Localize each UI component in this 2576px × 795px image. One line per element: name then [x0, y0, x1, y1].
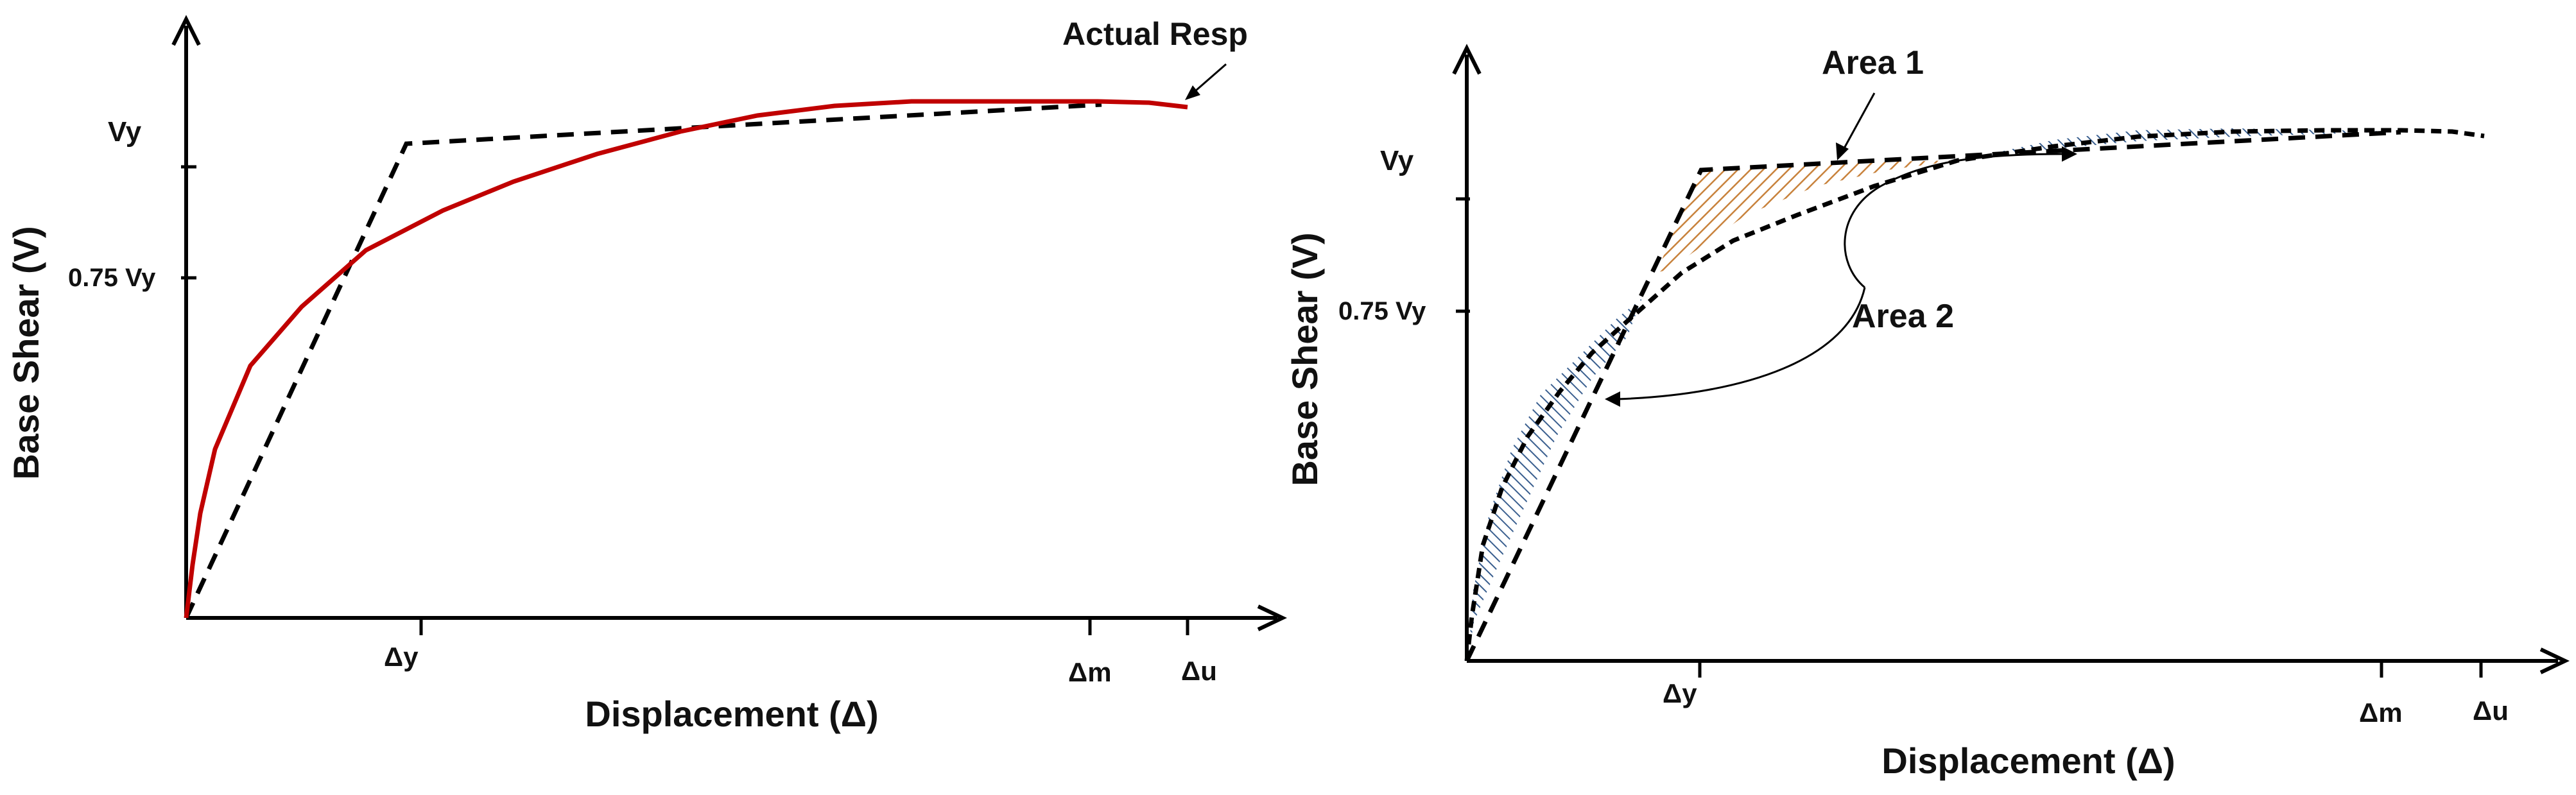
- left-xtick-label-du: Δu: [1181, 656, 1217, 686]
- area2-leader-lower: [1617, 287, 1866, 400]
- left-annotation-leader: [1190, 63, 1227, 96]
- left-annotation-label: Actual Resp: [1062, 16, 1248, 52]
- right-y-axis-title: Base Shear (V): [1284, 232, 1325, 486]
- left-plot: Actual Resp Vy 0.75 Vy Δy Δm Δu Displace…: [6, 15, 1288, 734]
- right-x-axis-arrowhead: [2539, 647, 2570, 674]
- area1-hatched-region: [1656, 160, 1958, 273]
- area2-hatched-region-upper: [1984, 128, 2401, 155]
- right-ytick-label-075vy: 0.75 Vy: [1338, 297, 1426, 325]
- right-bilinear-curve: [1464, 130, 2401, 662]
- right-ytick-label-vy: Vy: [1380, 145, 1414, 176]
- right-x-axis-title: Displacement (Δ): [1881, 740, 2175, 781]
- right-y-axis-arrowhead: [1452, 44, 1482, 75]
- area1-arrowhead: [1836, 142, 1849, 160]
- right-xtick-label-dy: Δy: [1663, 678, 1697, 708]
- left-x-axis-title: Displacement (Δ): [585, 694, 878, 734]
- left-y-axis-title: Base Shear (V): [6, 226, 46, 479]
- area2-arrowhead-upper: [2062, 146, 2077, 162]
- left-y-axis-arrowhead: [171, 15, 201, 46]
- left-xtick-label-dy: Δy: [384, 642, 419, 672]
- right-xtick-label-du: Δu: [2473, 696, 2509, 726]
- right-plot: Area 1 Area 2 Vy 0.75 Vy Δy Δm Δu Displa…: [1284, 44, 2570, 781]
- area1-label: Area 1: [1822, 44, 1924, 81]
- left-bilinear-curve: [184, 102, 1102, 619]
- left-ytick-label-vy: Vy: [108, 116, 142, 148]
- left-annotation-arrowhead: [1185, 85, 1200, 100]
- area2-leader-upper: [1844, 153, 2064, 289]
- area2-label: Area 2: [1852, 298, 1954, 335]
- left-actual-response-curve: [184, 99, 1188, 619]
- left-xtick-label-dm: Δm: [1068, 657, 1112, 687]
- area1-leader: [1840, 92, 1876, 155]
- area2-arrowhead-lower: [1605, 391, 1620, 407]
- left-x-axis-arrowhead: [1257, 604, 1288, 631]
- left-ytick-label-075vy: 0.75 Vy: [68, 264, 156, 292]
- right-actual-response-curve: [1464, 128, 2485, 662]
- right-xtick-label-dm: Δm: [2359, 697, 2403, 728]
